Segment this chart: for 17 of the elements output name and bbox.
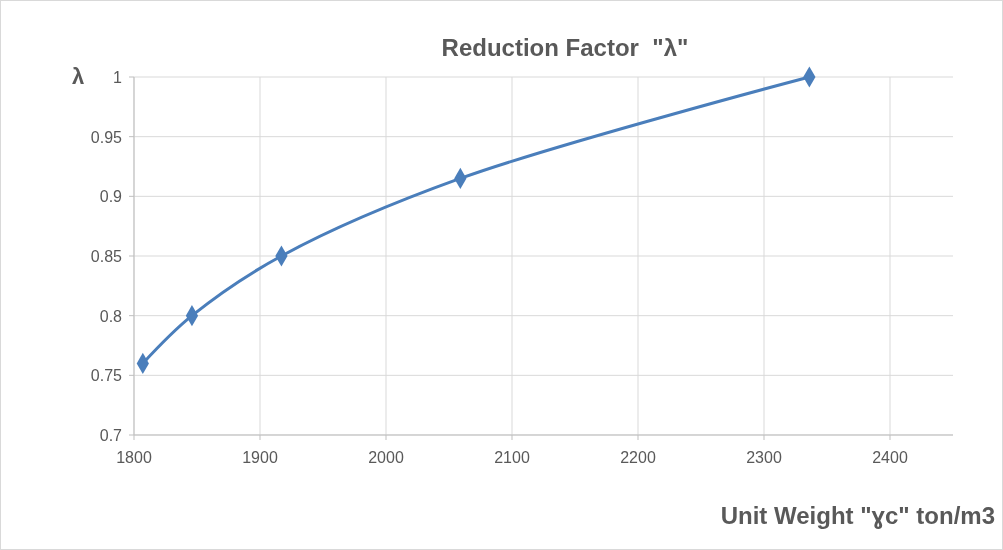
x-axis-title: Unit Weight "ɣc" ton/m3 bbox=[720, 502, 995, 529]
y-axis-title: λ bbox=[71, 64, 85, 89]
y-tick-label: 0.85 bbox=[90, 248, 123, 265]
y-tick-label: 0.75 bbox=[90, 367, 123, 385]
x-tick-label: 2200 bbox=[620, 449, 656, 466]
y-tick-label: 0.8 bbox=[99, 307, 123, 325]
chart-title: Reduction Factor "λ" bbox=[441, 34, 689, 61]
x-tick-label: 1900 bbox=[242, 449, 278, 466]
y-tick-label: 0.7 bbox=[99, 427, 123, 444]
x-tick-label: 2400 bbox=[872, 449, 908, 466]
x-tick-label: 1800 bbox=[116, 449, 152, 466]
y-tick-label: 0.9 bbox=[99, 188, 123, 206]
y-tick-label: 0.95 bbox=[90, 128, 123, 146]
y-tick-label: 1 bbox=[113, 69, 123, 86]
x-tick-label: 2100 bbox=[494, 449, 530, 466]
x-tick-label: 2300 bbox=[746, 449, 782, 466]
x-tick-label: 2000 bbox=[368, 449, 404, 466]
